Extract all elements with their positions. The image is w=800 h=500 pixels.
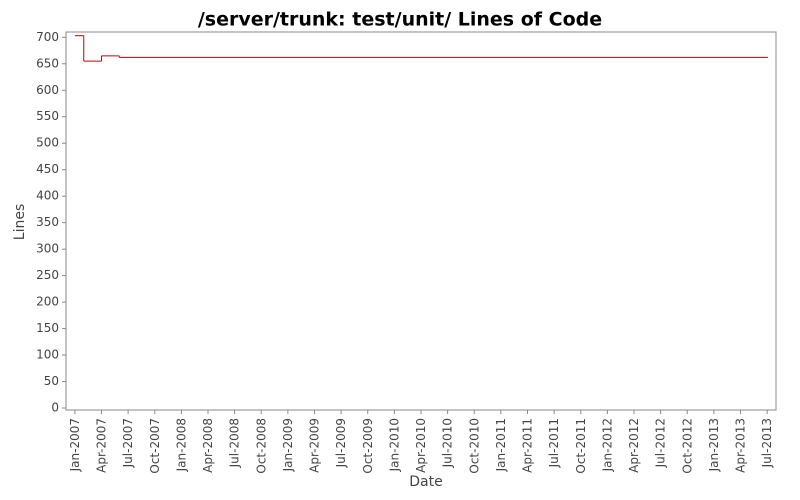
x-tick-label: Jul-2007	[121, 418, 135, 468]
x-tick-label: Apr-2009	[308, 418, 322, 473]
x-tick-label: Jan-2009	[281, 418, 295, 472]
y-tick-label: 550	[36, 109, 59, 123]
x-tick-label: Oct-2007	[148, 418, 162, 474]
chart-title: /server/trunk: test/unit/ Lines of Code	[198, 9, 602, 31]
x-tick-label: Apr-2012	[627, 418, 641, 473]
x-tick-label: Jul-2012	[654, 418, 668, 468]
y-tick-label: 250	[36, 268, 59, 282]
x-tick-label: Jan-2008	[174, 418, 188, 472]
x-tick-label: Apr-2011	[521, 418, 535, 473]
x-tick-label: Oct-2008	[254, 418, 268, 474]
x-tick-label: Jan-2007	[68, 418, 82, 472]
y-tick-label: 100	[36, 348, 59, 362]
x-tick-label: Apr-2007	[95, 418, 109, 473]
y-tick-label: 500	[36, 136, 59, 150]
x-tick-label: Jan-2013	[707, 418, 721, 472]
y-tick-label: 600	[36, 83, 59, 97]
y-tick-label: 400	[36, 189, 59, 203]
x-tick-label: Apr-2008	[201, 418, 215, 473]
y-tick-label: 700	[36, 30, 59, 44]
x-tick-label: Oct-2009	[361, 418, 375, 474]
x-tick-label: Oct-2012	[680, 418, 694, 474]
y-tick-label: 0	[51, 401, 59, 415]
y-tick-label: 300	[36, 242, 59, 256]
x-tick-label: Jan-2010	[387, 418, 401, 472]
x-tick-label: Oct-2011	[574, 418, 588, 474]
x-tick-label: Apr-2010	[414, 418, 428, 473]
y-tick-label: 350	[36, 215, 59, 229]
x-tick-label: Jul-2008	[228, 418, 242, 468]
y-tick-label: 650	[36, 56, 59, 70]
y-tick-label: 450	[36, 162, 59, 176]
x-tick-label: Jul-2013	[760, 418, 774, 468]
y-tick-label: 200	[36, 295, 59, 309]
x-tick-label: Oct-2010	[467, 418, 481, 474]
x-tick-label: Jan-2012	[600, 418, 614, 472]
x-tick-label: Jul-2009	[334, 418, 348, 468]
y-tick-label: 150	[36, 321, 59, 335]
plot-area	[65, 31, 777, 411]
x-tick-label: Jul-2011	[547, 418, 561, 468]
x-tick-label: Jul-2010	[441, 418, 455, 468]
y-tick-label: 50	[44, 374, 59, 388]
x-axis-label: Date	[409, 474, 442, 490]
y-axis-label: Lines	[12, 204, 28, 240]
x-tick-label: Apr-2013	[734, 418, 748, 473]
x-tick-label: Jan-2011	[494, 418, 508, 472]
